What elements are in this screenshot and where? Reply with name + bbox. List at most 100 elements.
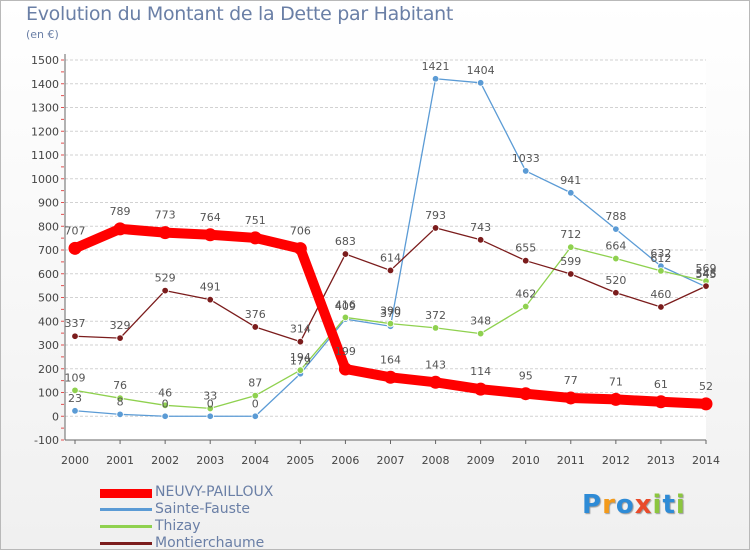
data-label: 707 xyxy=(65,224,86,237)
data-label: 614 xyxy=(380,251,401,264)
data-label: 569 xyxy=(696,262,717,275)
data-point xyxy=(476,79,485,87)
data-label: 491 xyxy=(200,281,221,294)
legend-swatch xyxy=(100,525,152,528)
data-point xyxy=(251,323,259,331)
data-label: 788 xyxy=(605,210,626,223)
data-label: 655 xyxy=(515,242,536,255)
data-label: 390 xyxy=(380,305,401,318)
data-point xyxy=(161,286,169,295)
data-point xyxy=(609,392,623,406)
data-point xyxy=(657,303,665,311)
x-tick-label: 2013 xyxy=(647,454,675,467)
data-point xyxy=(161,401,169,410)
legend-label: Sainte-Fauste xyxy=(155,501,250,517)
x-tick-label: 2005 xyxy=(286,454,314,467)
data-label: 520 xyxy=(605,274,626,287)
data-label: 416 xyxy=(335,298,356,311)
x-tick-label: 2004 xyxy=(241,454,269,467)
data-point xyxy=(296,366,305,374)
y-tick-label: 800 xyxy=(38,220,59,233)
data-point xyxy=(206,412,214,420)
data-point xyxy=(699,397,713,411)
data-point xyxy=(612,289,620,297)
data-point xyxy=(341,250,350,258)
y-tick-label: 0 xyxy=(52,410,59,423)
y-tick-label: 100 xyxy=(38,387,59,400)
data-label: 409 xyxy=(335,300,356,313)
data-label: 773 xyxy=(155,209,176,222)
data-label: 348 xyxy=(470,315,491,328)
data-label: 109 xyxy=(65,371,86,384)
data-point xyxy=(386,266,395,275)
data-label: 46 xyxy=(158,386,172,399)
legend-label: Montierchaume xyxy=(155,535,265,551)
data-label: 751 xyxy=(245,214,266,227)
y-tick-label: 300 xyxy=(38,339,59,352)
y-tick-label: -100 xyxy=(34,434,59,447)
x-tick-label: 2012 xyxy=(602,454,630,467)
data-label: 0 xyxy=(162,397,169,410)
data-point xyxy=(251,412,259,420)
data-label: 743 xyxy=(470,221,491,234)
data-label: 95 xyxy=(519,370,533,383)
data-point xyxy=(338,362,352,376)
data-label: 61 xyxy=(654,378,668,391)
data-point xyxy=(564,391,578,405)
data-point xyxy=(296,337,305,346)
data-label: 379 xyxy=(380,307,401,320)
data-label: 199 xyxy=(335,345,356,358)
y-tick-label: 1500 xyxy=(31,54,59,67)
data-point xyxy=(657,267,665,275)
data-point xyxy=(113,222,127,236)
data-point xyxy=(476,236,485,244)
data-label: 664 xyxy=(605,240,626,253)
data-label: 545 xyxy=(696,268,717,281)
legend-swatch xyxy=(100,489,152,498)
data-label: 194 xyxy=(290,351,311,364)
data-point xyxy=(612,225,620,233)
chart-subtitle: (en €) xyxy=(26,28,59,41)
data-label: 1033 xyxy=(512,152,540,165)
x-tick-label: 2002 xyxy=(151,454,179,467)
data-label: 337 xyxy=(65,317,86,330)
data-point xyxy=(71,407,79,415)
data-label: 1404 xyxy=(467,64,495,77)
data-point xyxy=(203,228,217,242)
data-label: 789 xyxy=(110,205,131,218)
data-label: 793 xyxy=(425,209,446,222)
data-point xyxy=(248,231,262,245)
data-point xyxy=(474,382,488,396)
data-point xyxy=(116,334,124,342)
data-label: 314 xyxy=(290,323,311,336)
data-label: 529 xyxy=(155,272,176,285)
logo-letter: x xyxy=(634,490,653,520)
data-label: 329 xyxy=(110,319,131,332)
logo-letter: P xyxy=(582,490,603,520)
logo-letter: i xyxy=(652,490,663,520)
data-label: 179 xyxy=(290,355,311,368)
data-label: 0 xyxy=(207,397,214,410)
data-label: 462 xyxy=(515,288,536,301)
x-tick-label: 2001 xyxy=(106,454,134,467)
y-tick-label: 1300 xyxy=(31,102,59,115)
legend-label: NEUVY-PAILLOUX xyxy=(155,484,274,500)
y-tick-label: 400 xyxy=(38,315,59,328)
y-tick-label: 700 xyxy=(38,244,59,257)
data-point xyxy=(431,224,440,232)
data-point xyxy=(519,387,533,401)
data-label: 76 xyxy=(113,379,127,392)
data-label: 599 xyxy=(560,255,581,268)
data-point xyxy=(251,391,259,400)
proxiti-logo: Proxiti xyxy=(582,490,686,520)
y-tick-label: 500 xyxy=(38,292,59,305)
data-point xyxy=(68,241,82,255)
x-tick-label: 2009 xyxy=(467,454,495,467)
data-point xyxy=(341,313,350,322)
x-tick-label: 2003 xyxy=(196,454,224,467)
data-label: 764 xyxy=(200,211,221,224)
data-point xyxy=(206,404,214,413)
data-point xyxy=(431,75,440,83)
x-tick-label: 2007 xyxy=(377,454,405,467)
x-tick-label: 2006 xyxy=(331,454,359,467)
